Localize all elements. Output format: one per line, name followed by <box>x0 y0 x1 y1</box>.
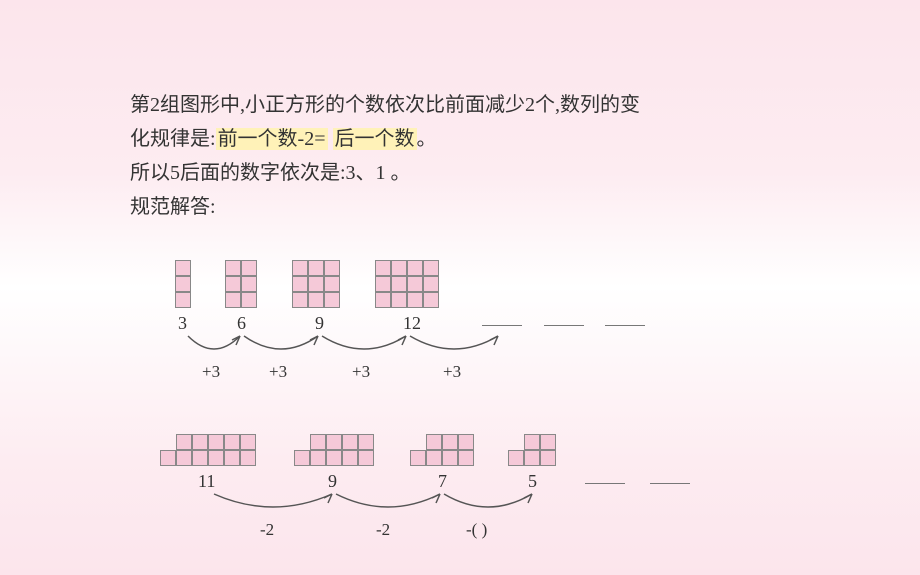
g1-shape-1 <box>225 260 257 308</box>
g2-shape-3 <box>508 434 556 466</box>
g2-arcs-row: -2-2-( ) <box>130 492 830 532</box>
arc-label: +3 <box>352 358 370 387</box>
g2-shape-0 <box>160 434 256 466</box>
paragraph-line-1: 第2组图形中,小正方形的个数依次比前面减少2个,数列的变 <box>130 88 830 122</box>
g2-blank-0 <box>585 466 625 484</box>
line2-prefix: 化规律是: <box>130 128 216 150</box>
g1-blank-1 <box>544 308 584 326</box>
arc <box>212 492 342 522</box>
g2-blank-1 <box>650 466 690 484</box>
g2-numbers-row: 11975 <box>130 466 830 492</box>
pattern-group-1: 36912 +3+3+3+3 <box>130 236 830 374</box>
line2-period: 。 <box>417 128 437 150</box>
g1-shape-2 <box>292 260 340 308</box>
arc <box>334 492 450 522</box>
g1-shape-3 <box>375 260 439 308</box>
g1-shapes-row <box>130 236 830 308</box>
arc-label: +3 <box>269 358 287 387</box>
arc-label: +3 <box>202 358 220 387</box>
arc-label: -2 <box>376 516 390 545</box>
g1-blank-2 <box>605 308 645 326</box>
arc <box>442 492 542 522</box>
paragraph-line-4: 规范解答: <box>130 190 830 224</box>
pattern-group-2: 11975 -2-2-( ) <box>130 394 830 532</box>
g1-arcs-row: +3+3+3+3 <box>130 334 830 374</box>
slide-content: 第2组图形中,小正方形的个数依次比前面减少2个,数列的变 化规律是:前一个数-2… <box>130 88 830 532</box>
g1-shape-0 <box>175 260 191 308</box>
paragraph-line-3: 所以5后面的数字依次是:3、1 。 <box>130 156 830 190</box>
g2-shape-2 <box>410 434 474 466</box>
arc-label: +3 <box>443 358 461 387</box>
g2-shape-1 <box>294 434 374 466</box>
highlight-1: 前一个数-2= <box>216 128 328 150</box>
paragraph-line-2: 化规律是:前一个数-2= 后一个数。 <box>130 122 830 156</box>
arc-label: -2 <box>260 516 274 545</box>
g1-blank-0 <box>482 308 522 326</box>
g1-numbers-row: 36912 <box>130 308 830 334</box>
g2-shapes-row <box>130 394 830 466</box>
highlight-2: 后一个数 <box>333 128 417 150</box>
diagram-area: 36912 +3+3+3+3 11975 -2-2-( ) <box>130 236 830 532</box>
arc-label: -( ) <box>466 516 487 545</box>
